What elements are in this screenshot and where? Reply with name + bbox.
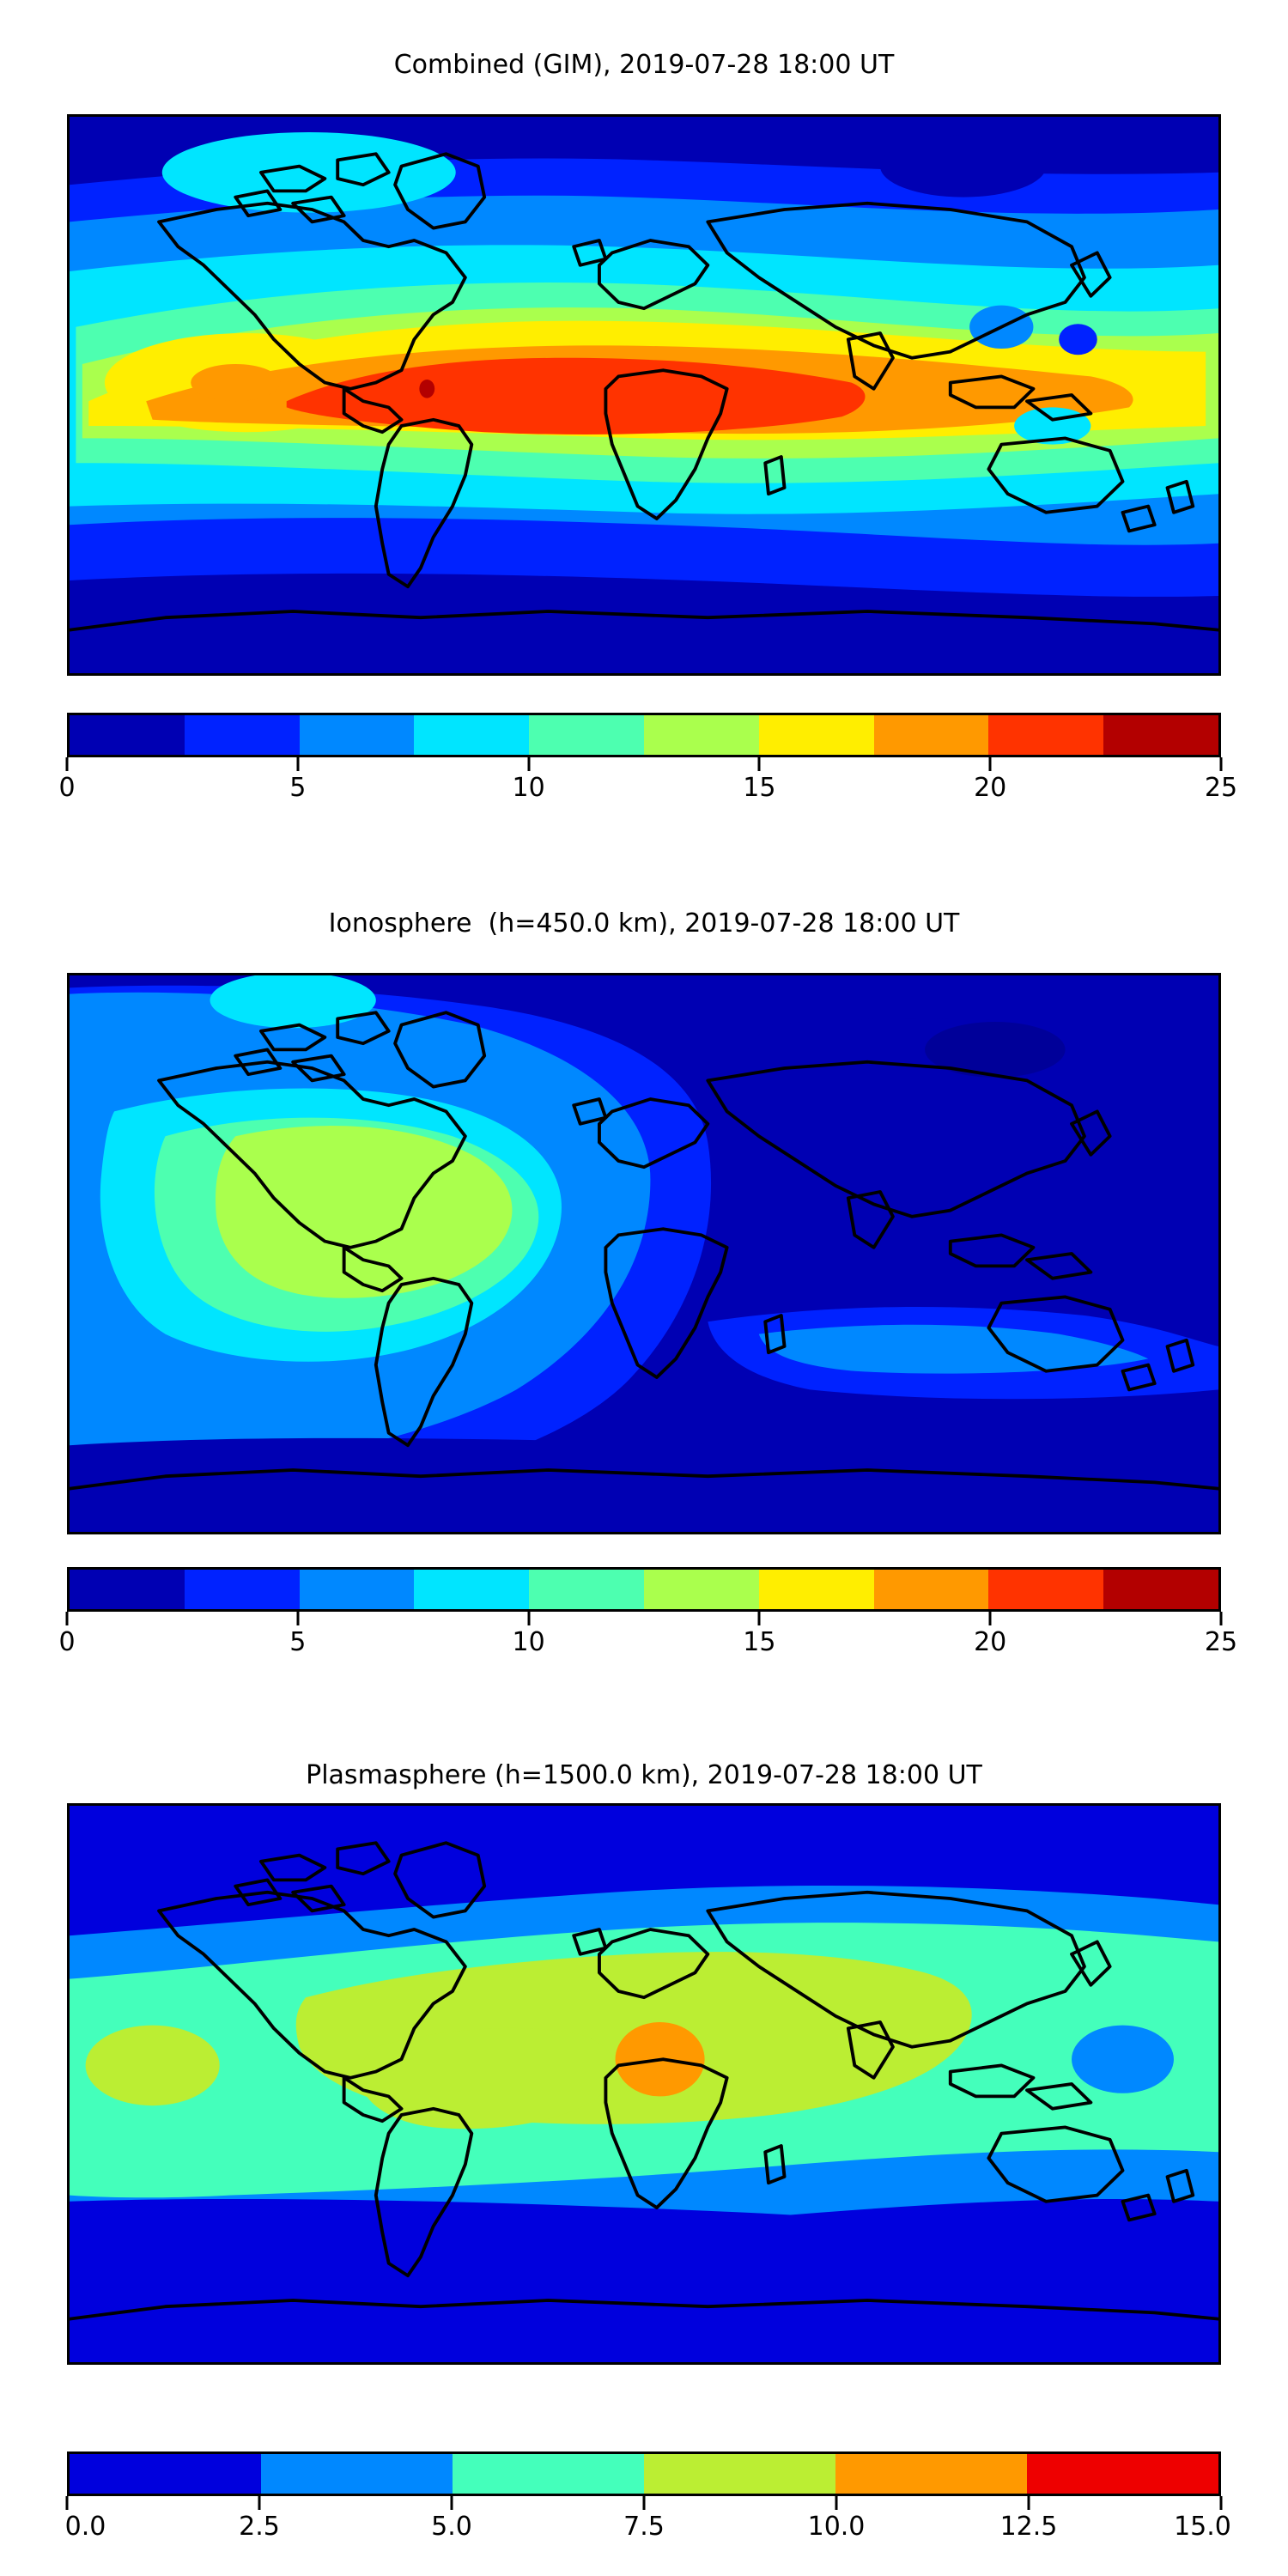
- colorbar-tick: [65, 757, 69, 771]
- colorbar-tick-label: 15: [743, 1627, 776, 1657]
- panel-combined-gim: Combined (GIM), 2019-07-28 18:00 UT: [0, 0, 1288, 859]
- colorbar-tick: [1219, 1612, 1223, 1625]
- colorbar-labels-ionosphere: 0 5 10 15 20 25: [58, 1627, 1237, 1662]
- colorbar-tick: [450, 2496, 453, 2510]
- colorbar-tick-label: 20: [974, 773, 1007, 803]
- colorbar-ticks-plasmasphere: [65, 2496, 1223, 2512]
- map-contour-combined-gim: [70, 117, 1218, 673]
- colorbar-segment: [1103, 1570, 1218, 1609]
- map-contour-ionosphere: [70, 975, 1218, 1532]
- colorbar-segment: [70, 2454, 261, 2494]
- colorbar-tick-label: 10: [512, 1627, 545, 1657]
- colorbar-plasmasphere: 0.0 2.5 5.0 7.5 10.0 12.5 15.0: [64, 2451, 1231, 2546]
- colorbar-segment: [835, 2454, 1027, 2494]
- colorbar-segment: [873, 1570, 989, 1609]
- colorbar-combined-gim: 0 5 10 15 20 25: [58, 713, 1237, 807]
- colorbar-tick: [1027, 2496, 1030, 2510]
- colorbar-tick-label: 0: [58, 1627, 76, 1657]
- map-axes-plasmasphere: [67, 1803, 1221, 2365]
- colorbar-tick-label: 2.5: [239, 2512, 280, 2542]
- colorbar-tick-label: 0.0: [64, 2512, 106, 2542]
- colorbar-segment: [529, 715, 644, 755]
- colorbar-labels-combined-gim: 0 5 10 15 20 25: [58, 773, 1237, 807]
- colorbar-segment: [643, 715, 759, 755]
- colorbar-segment: [299, 1570, 415, 1609]
- colorbar-labels-plasmasphere: 0.0 2.5 5.0 7.5 10.0 12.5 15.0: [64, 2512, 1231, 2546]
- colorbar-tick-label: 15.0: [1174, 2512, 1231, 2542]
- colorbar-segment: [873, 715, 989, 755]
- colorbar-tick: [65, 2496, 69, 2510]
- colorbar-tick-label: 15: [743, 773, 776, 803]
- colorbar-segment: [988, 715, 1104, 755]
- panel-ionosphere: Ionosphere (h=450.0 km), 2019-07-28 18:0…: [0, 859, 1288, 1717]
- panel-title-combined-gim: Combined (GIM), 2019-07-28 18:00 UT: [393, 50, 895, 80]
- colorbar-segment: [414, 1570, 530, 1609]
- colorbar-ticks-combined-gim: [65, 757, 1223, 773]
- colorbar-segment: [414, 715, 530, 755]
- colorbar-segment: [453, 2454, 644, 2494]
- colorbar-tick-label: 10: [512, 773, 545, 803]
- colorbar-segment: [261, 2454, 453, 2494]
- map-axes-ionosphere: [67, 973, 1221, 1534]
- map-axes-combined-gim: [67, 114, 1221, 676]
- colorbar-tick: [757, 1612, 761, 1625]
- colorbar-segment: [184, 1570, 300, 1609]
- colorbar-tick-label: 5.0: [431, 2512, 472, 2542]
- panel-title-ionosphere: Ionosphere (h=450.0 km), 2019-07-28 18:0…: [328, 908, 960, 939]
- colorbar-tick: [527, 757, 531, 771]
- colorbar-tick: [1219, 2496, 1223, 2510]
- colorbar-tick: [258, 2496, 261, 2510]
- colorbar-tick-label: 12.5: [999, 2512, 1058, 2542]
- colorbar-tick: [757, 757, 761, 771]
- contour-svg-ionosphere: [70, 975, 1218, 1532]
- colorbar-tick: [527, 1612, 531, 1625]
- colorbar-tick-label: 5: [289, 1627, 307, 1657]
- colorbar-bar-combined-gim: [67, 713, 1221, 757]
- colorbar-tick: [988, 757, 992, 771]
- colorbar-tick-label: 0: [58, 773, 76, 803]
- colorbar-tick-label: 20: [974, 1627, 1007, 1657]
- colorbar-segment: [1103, 715, 1218, 755]
- colorbar-tick: [835, 2496, 838, 2510]
- colorbar-tick-label: 25: [1204, 773, 1238, 803]
- colorbar-tick-label: 5: [289, 773, 307, 803]
- colorbar-segment: [758, 715, 874, 755]
- panel-title-plasmasphere: Plasmasphere (h=1500.0 km), 2019-07-28 1…: [306, 1760, 982, 1790]
- colorbar-segment: [299, 715, 415, 755]
- colorbar-segment: [988, 1570, 1104, 1609]
- colorbar-tick-label: 7.5: [623, 2512, 665, 2542]
- colorbar-segment: [644, 2454, 835, 2494]
- colorbar-tick: [296, 757, 300, 771]
- colorbar-segment: [184, 715, 300, 755]
- colorbar-tick: [65, 1612, 69, 1625]
- colorbar-tick: [988, 1612, 992, 1625]
- colorbar-tick: [296, 1612, 300, 1625]
- contour-svg-combined-gim: [70, 117, 1218, 673]
- colorbar-segment: [70, 715, 185, 755]
- colorbar-tick: [1219, 757, 1223, 771]
- colorbar-segment: [529, 1570, 644, 1609]
- colorbar-segment: [70, 1570, 185, 1609]
- colorbar-ticks-ionosphere: [65, 1612, 1223, 1627]
- colorbar-tick-label: 25: [1204, 1627, 1238, 1657]
- colorbar-bar-ionosphere: [67, 1567, 1221, 1612]
- panel-plasmasphere: Plasmasphere (h=1500.0 km), 2019-07-28 1…: [0, 1717, 1288, 2576]
- colorbar-tick: [642, 2496, 646, 2510]
- colorbar-bar-plasmasphere: [67, 2451, 1221, 2496]
- contour-svg-plasmasphere: [70, 1806, 1218, 2362]
- colorbar-ionosphere: 0 5 10 15 20 25: [58, 1567, 1237, 1662]
- map-contour-plasmasphere: [70, 1806, 1218, 2362]
- colorbar-segment: [758, 1570, 874, 1609]
- colorbar-segment: [1027, 2454, 1218, 2494]
- colorbar-segment: [643, 1570, 759, 1609]
- colorbar-tick-label: 10.0: [807, 2512, 866, 2542]
